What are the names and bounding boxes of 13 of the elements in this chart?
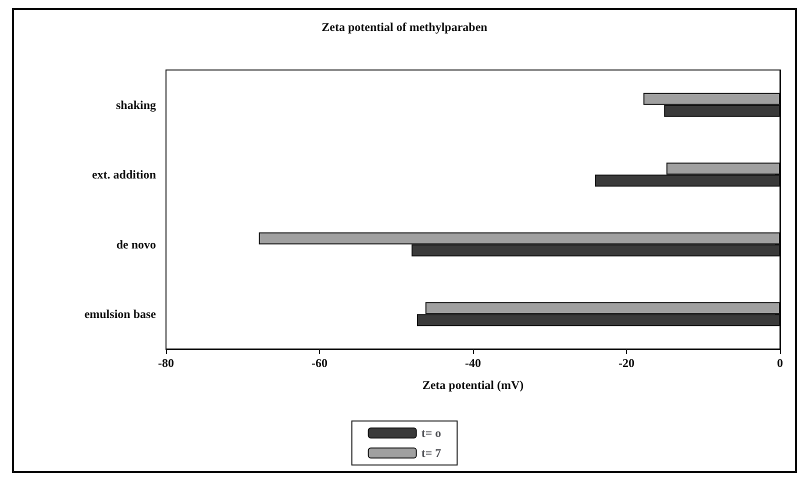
legend-label: t= o (421, 426, 442, 440)
y-tick-label: ext. addition (92, 168, 156, 182)
x-tick-label: -20 (618, 356, 634, 370)
legend-label: t= 7 (421, 446, 442, 460)
x-tick-label: -60 (312, 356, 328, 370)
y-tick-label: shaking (116, 98, 156, 112)
x-tick-label: -80 (158, 356, 174, 370)
chart-title: Zeta potential of methylparaben (322, 20, 488, 34)
x-tick-label: 0 (777, 356, 783, 370)
y-tick-label: emulsion base (84, 307, 157, 322)
y-tick-label: de novo (116, 237, 156, 252)
x-tick-label: -40 (465, 356, 481, 370)
x-axis-title: Zeta potential (mV) (422, 378, 524, 392)
